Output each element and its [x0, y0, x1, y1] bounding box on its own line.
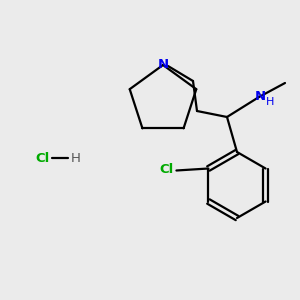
Text: H: H: [71, 152, 81, 164]
Text: H: H: [266, 97, 274, 107]
Text: Cl: Cl: [159, 163, 173, 176]
Text: Cl: Cl: [35, 152, 49, 164]
Text: N: N: [254, 89, 266, 103]
Text: N: N: [158, 58, 169, 71]
